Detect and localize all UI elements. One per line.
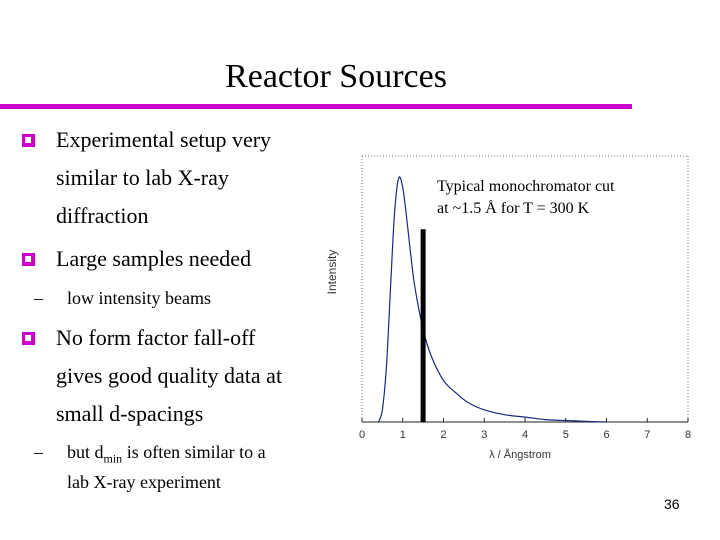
bullet-line: Experimental setup very (56, 127, 272, 152)
bullet-square-icon (22, 332, 35, 345)
bullet-line: No form factor fall-off (56, 325, 256, 350)
sub-bullet-text-line2: lab X-ray experiment (67, 472, 221, 492)
x-tick-label: 0 (359, 429, 365, 441)
x-tick-label: 1 (400, 429, 406, 441)
wavelength-intensity-chart: 0 1 2 3 4 5 6 7 8 λ / Ångstrom Intensity (325, 155, 691, 461)
bullet-square-icon (22, 253, 35, 266)
sub-bullet-dash: – (34, 288, 43, 308)
dmin-subscript: min (103, 451, 123, 466)
page-number: 36 (664, 496, 680, 512)
bullet-experimental-setup: Experimental setup very similar to lab X… (22, 121, 322, 235)
bullet-line: similar to lab X-ray (56, 165, 229, 190)
bullet-line: gives good quality data at (56, 363, 283, 388)
sub-bullet-text: but dmin is often similar to a (67, 437, 266, 474)
annotation-line: Typical monochromator cut (437, 178, 615, 195)
slide-title: Reactor Sources (225, 58, 447, 95)
x-tick-label: 8 (685, 429, 691, 441)
annotation-line: at ~1.5 Å for T = 300 K (437, 200, 590, 217)
x-axis-label: λ / Ångstrom (489, 448, 551, 461)
monochromator-cut-bar (420, 229, 426, 422)
sub-bullet-low-intensity: – low intensity beams (34, 283, 294, 313)
bullet-large-samples: Large samples needed (22, 240, 322, 278)
intensity-curve-series-0 (377, 176, 607, 423)
sub-bullet-dmin: – but dmin is often similar to a lab X-r… (34, 437, 324, 497)
x-tick-label: 4 (522, 429, 528, 441)
title-underline (0, 104, 632, 109)
monochromator-annotation: Typical monochromator cut at ~1.5 Å for … (437, 176, 615, 220)
bullet-line: Large samples needed (56, 246, 252, 271)
x-tick-label: 2 (440, 429, 446, 441)
bullet-line: diffraction (56, 203, 149, 228)
x-tick-label: 7 (644, 429, 650, 441)
bullet-form-factor: No form factor fall-off gives good quali… (22, 319, 322, 433)
x-tick-label: 3 (481, 429, 487, 441)
bullet-line: small d-spacings (56, 401, 204, 426)
bullet-square-icon (22, 134, 35, 147)
sub-text-after: is often similar to a (122, 442, 266, 462)
sub-text-before: but d (67, 442, 104, 462)
x-tick-label: 5 (563, 429, 569, 441)
x-tick-label: 6 (603, 429, 609, 441)
y-axis-label: Intensity (325, 250, 339, 295)
sub-bullet-text: low intensity beams (67, 288, 211, 308)
sub-bullet-dash: – (34, 442, 43, 462)
